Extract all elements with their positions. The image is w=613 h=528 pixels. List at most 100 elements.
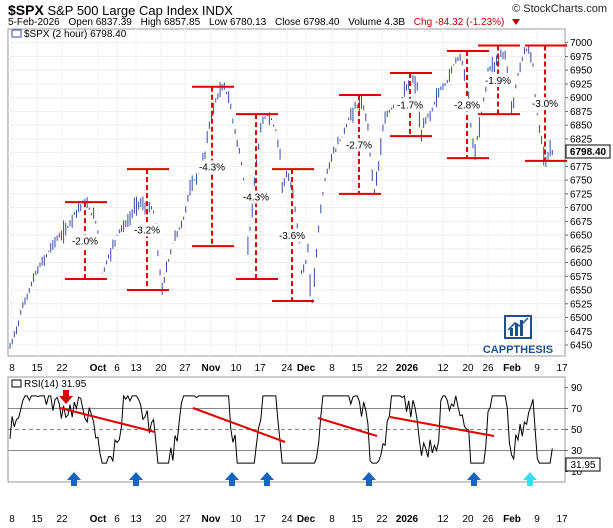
rsi-tick-label: 10 bbox=[571, 467, 583, 478]
rsi-x-tick-label: Oct bbox=[90, 514, 107, 525]
price-x-tick-label: 15 bbox=[31, 363, 43, 374]
symbol: $SPX bbox=[8, 2, 44, 18]
drawdown-label: -2.7% bbox=[346, 140, 372, 151]
brand-name: CAPPTHESIS bbox=[483, 344, 553, 356]
price-x-tick-label: 13 bbox=[130, 363, 142, 374]
rsi-arrows bbox=[59, 390, 537, 486]
price-x-tick-label: 8 bbox=[329, 363, 335, 374]
rsi-panel bbox=[7, 376, 566, 483]
price-tick-label: 6825 bbox=[570, 134, 593, 145]
legend-swatch bbox=[11, 29, 22, 38]
price-x-tick-label: 8 bbox=[9, 363, 15, 374]
up-arrow-icon bbox=[260, 472, 274, 486]
drawdown-label: -1.7% bbox=[397, 101, 423, 112]
drawdown-label: -2.8% bbox=[454, 101, 480, 112]
rsi-x-tick-label: Dec bbox=[297, 514, 316, 525]
up-arrow-icon bbox=[225, 472, 239, 486]
price-x-tick-label: 17 bbox=[254, 363, 266, 374]
price-series-label: $SPX (2 hour) 6798.40 bbox=[24, 29, 127, 40]
rsi-last-box bbox=[565, 457, 601, 472]
rsi-tick-label: 90 bbox=[571, 383, 583, 394]
drawdown-label-bg bbox=[482, 73, 514, 87]
price-x-tick-label: 6 bbox=[114, 363, 120, 374]
quote-volume: Volume 4.3B bbox=[348, 17, 405, 28]
rsi-tick-label: 30 bbox=[571, 446, 583, 457]
price-x-tick-label: 22 bbox=[56, 363, 68, 374]
rsi-x-tick-label: 20 bbox=[155, 514, 167, 525]
drawdown-label: -4.3% bbox=[199, 162, 225, 173]
price-tick-label: 6775 bbox=[570, 162, 593, 173]
rsi-trendline bbox=[389, 416, 495, 437]
last-price-box bbox=[565, 144, 611, 159]
drawdown-label-bg bbox=[451, 98, 483, 112]
drawdown-label-bg bbox=[196, 160, 228, 174]
price-x-tick-label: Nov bbox=[202, 363, 221, 374]
rsi-x-tick-label: 27 bbox=[179, 514, 191, 525]
price-x-tick-label: 17 bbox=[556, 363, 568, 374]
rsi-x-tick-label: 22 bbox=[376, 514, 388, 525]
security-name: S&P 500 Large Cap Index bbox=[47, 3, 199, 18]
drawdown-label: -2.0% bbox=[72, 237, 98, 248]
price-tick-label: 6675 bbox=[570, 217, 593, 228]
drawdown-label-bg bbox=[343, 138, 375, 152]
rsi-x-tick-label: 10 bbox=[230, 514, 242, 525]
price-x-tick-label: 9 bbox=[534, 363, 540, 374]
drawdown-label: -4.3% bbox=[243, 193, 269, 204]
rsi-x-tick-label: 15 bbox=[31, 514, 43, 525]
quote-low: Low 6780.13 bbox=[208, 17, 267, 28]
price-x-tick-label: 12 bbox=[437, 363, 449, 374]
quote-line: 5-Feb-2026 Open 6837.39 High 6857.85 Low… bbox=[8, 17, 526, 28]
rsi-x-tick-label: 20 bbox=[462, 514, 474, 525]
price-x-tick-label: Oct bbox=[90, 363, 107, 374]
quote-high: High 6857.85 bbox=[140, 17, 201, 28]
rsi-trendline bbox=[317, 417, 378, 437]
rsi-x-tick-label: 17 bbox=[254, 514, 266, 525]
price-tick-label: 6750 bbox=[570, 176, 593, 187]
price-tick-label: 6625 bbox=[570, 244, 593, 255]
drawdown-annotations: -2.0% -3.2% -4.3% -4.3% -3.6% -2.7% -1.7% -2.8%… bbox=[65, 44, 567, 303]
price-tick-label: 6650 bbox=[570, 231, 593, 242]
rsi-x-tick-label: 9 bbox=[534, 514, 540, 525]
rsi-trendline bbox=[59, 407, 156, 433]
rsi-series-label: RSI(14) 31.95 bbox=[24, 379, 87, 390]
rsi-x-tick-label: 6 bbox=[114, 514, 120, 525]
stockcharts-credit: © StockCharts.com bbox=[512, 3, 607, 15]
price-tick-label: 7000 bbox=[570, 38, 593, 49]
drawdown-label: -3.0% bbox=[532, 99, 558, 110]
price-x-tick-label: 20 bbox=[462, 363, 474, 374]
price-x-tick-label: 10 bbox=[230, 363, 242, 374]
rsi-x-tick-label: 22 bbox=[56, 514, 68, 525]
price-tick-label: 6575 bbox=[570, 272, 593, 283]
up-arrow-icon bbox=[467, 472, 481, 486]
price-x-tick-label: 27 bbox=[179, 363, 191, 374]
up-arrow-icon bbox=[523, 472, 537, 486]
rsi-trendline bbox=[192, 407, 286, 443]
price-tick-label: 6850 bbox=[570, 121, 593, 132]
rsi-x-tick-label: 26 bbox=[482, 514, 494, 525]
quote-close: Close 6798.40 bbox=[275, 17, 340, 28]
rsi-x-tick-label: 12 bbox=[437, 514, 449, 525]
drawdown-label-bg bbox=[240, 190, 272, 204]
price-x-tick-label: 20 bbox=[155, 363, 167, 374]
rsi-x-tick-label: 8 bbox=[329, 514, 335, 525]
rsi-last-tag: 31.95 bbox=[565, 457, 601, 472]
rsi-x-tick-label: 2026 bbox=[396, 514, 419, 525]
drawdown-label: -1.9% bbox=[485, 76, 511, 87]
price-x-tick-label: 26 bbox=[482, 363, 494, 374]
last-price-value: 6798.40 bbox=[570, 147, 607, 158]
rsi-x-tick-label: 13 bbox=[130, 514, 142, 525]
price-legend: $SPX (2 hour) 6798.40 bbox=[11, 29, 127, 40]
rsi-x-axis: 8 15 22 Oct 6 13 20 27 Nov 10 17 24 Dec 8 15 22 2026 12 20… bbox=[9, 514, 568, 525]
price-tick-label: 6925 bbox=[570, 79, 593, 90]
quote-open: Open 6837.39 bbox=[68, 17, 132, 28]
price-tick-label: 6525 bbox=[570, 299, 593, 310]
price-x-tick-label: Feb bbox=[503, 363, 521, 374]
drawdown-label-bg bbox=[529, 97, 561, 111]
rsi-x-tick-label: 8 bbox=[9, 514, 15, 525]
price-x-tick-label: 15 bbox=[351, 363, 363, 374]
rsi-x-tick-label: Nov bbox=[202, 514, 221, 525]
price-tick-label: 6450 bbox=[570, 341, 593, 352]
price-tick-label: 6975 bbox=[570, 52, 593, 63]
price-x-tick-label: 24 bbox=[281, 363, 293, 374]
